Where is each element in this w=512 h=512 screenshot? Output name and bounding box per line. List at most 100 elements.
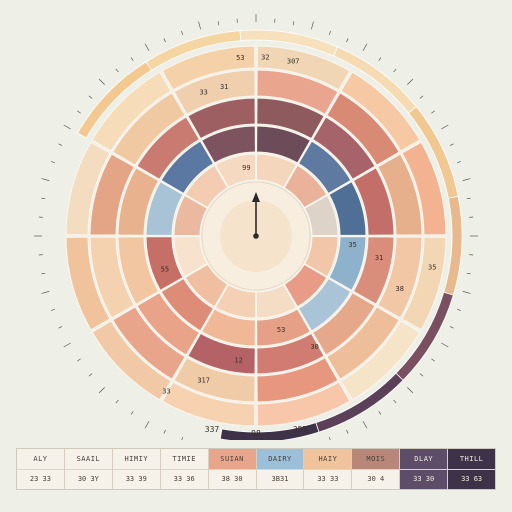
- ring-segment: [283, 263, 328, 308]
- legend-cell: ALY 23 33: [17, 449, 65, 489]
- legend-value: 33 36: [160, 469, 208, 489]
- scale-tick: [346, 38, 349, 43]
- ring-segment: [184, 263, 229, 308]
- scale-tick: [393, 68, 397, 73]
- ring-segment: [255, 284, 298, 319]
- legend-label: SUIAN: [208, 449, 256, 469]
- ring-segment: [283, 164, 328, 209]
- segment-label: 55: [161, 266, 169, 274]
- scale-tick: [115, 68, 119, 73]
- scale-tick: [378, 57, 382, 61]
- ring-segment: [311, 116, 376, 181]
- ring-segment: [297, 277, 352, 332]
- legend-cell: SUIAN 38 30: [208, 449, 257, 489]
- scale-tick: [181, 31, 184, 36]
- scale-tick: [130, 411, 134, 415]
- scale-tick: [51, 308, 56, 311]
- segment-label: 35: [348, 241, 356, 249]
- segment-label: 30: [310, 343, 318, 351]
- ring-segment: [112, 92, 186, 166]
- ring-segment: [200, 125, 256, 164]
- scale-tick: [88, 373, 93, 377]
- ring-segment: [256, 45, 351, 91]
- legend-cell: DAIRY 3B31: [256, 449, 305, 489]
- clock-hand-arrow: [252, 192, 260, 202]
- scale-tick: [181, 436, 184, 440]
- ring-segment: [256, 97, 325, 140]
- scale-tick: [98, 78, 105, 85]
- ring-segment: [187, 97, 256, 140]
- legend-label: SAAIL: [64, 449, 112, 469]
- scale-tick: [144, 43, 150, 51]
- scale-tick: [407, 387, 414, 394]
- legend-value: 33 63: [448, 469, 496, 489]
- scale-tick: [163, 429, 166, 434]
- scale-tick: [393, 399, 397, 404]
- scale-tick: [198, 21, 201, 30]
- segment-label: 38: [396, 285, 404, 293]
- legend-cell: HIMIY 33 39: [112, 449, 161, 489]
- legend-value: 23 33: [17, 469, 64, 489]
- scale-tick: [292, 21, 295, 26]
- legend-value: 30 4: [352, 469, 400, 489]
- ring-segment: [328, 236, 367, 292]
- segment-label: 317: [197, 376, 210, 384]
- scale-tick: [362, 421, 368, 429]
- scale-tick: [41, 272, 46, 275]
- ring-segment: [187, 332, 256, 375]
- ring-segment: [117, 167, 160, 236]
- segment-label: 33: [162, 388, 170, 396]
- ring-segment: [89, 236, 135, 319]
- ring-segment: [377, 236, 423, 319]
- segment-label: 31: [375, 254, 383, 262]
- ring-segment: [160, 140, 215, 195]
- ring-segment: [326, 92, 400, 166]
- ring-segment: [214, 153, 257, 188]
- ring-segment: [328, 180, 367, 236]
- scale-tick: [449, 326, 454, 329]
- scale-tick: [130, 57, 134, 61]
- ring-segment: [340, 71, 421, 152]
- outer-arc-segment: [219, 422, 320, 440]
- bottom-label-right: 357: [293, 425, 308, 434]
- scale-tick: [98, 387, 105, 394]
- scale-tick: [63, 124, 71, 130]
- ring-segment: [256, 125, 312, 164]
- ring-segment: [161, 381, 256, 427]
- ring-segment: [136, 116, 201, 181]
- ring-segment: [65, 141, 111, 236]
- legend-label: HIMIY: [112, 449, 160, 469]
- legend-label: DAIRY: [256, 449, 304, 469]
- ring-segment: [65, 236, 111, 331]
- scale-tick: [362, 43, 368, 51]
- ring-segment: [200, 308, 256, 347]
- ring-segment: [145, 236, 184, 292]
- ring-segment: [304, 235, 339, 278]
- segment-label: 53: [236, 54, 244, 62]
- scale-tick: [311, 21, 314, 30]
- scale-tick: [407, 78, 414, 85]
- scale-tick: [456, 308, 461, 311]
- segment-label: 33: [199, 89, 207, 97]
- radial-chart: 53 32 307 33 31 99 55 35 31 30 53 12 317 33 38 35 337 357…: [34, 14, 478, 440]
- legend-label: MOIS: [352, 449, 400, 469]
- scale-tick: [456, 161, 461, 164]
- scale-tick: [77, 110, 81, 114]
- ring-segment: [161, 45, 256, 91]
- scale-tick: [419, 95, 424, 99]
- scale-tick: [346, 429, 349, 434]
- ring-segment: [256, 357, 339, 403]
- bottom-label-bottom: 98: [251, 429, 261, 438]
- scale-tick: [51, 161, 56, 164]
- scale-tick: [449, 143, 454, 146]
- segment-label: 53: [277, 326, 285, 334]
- ring-segment: [173, 194, 208, 237]
- scale-tick: [466, 197, 471, 200]
- ring-segment: [145, 180, 184, 236]
- ring-segment: [255, 153, 298, 188]
- scale-tick: [88, 95, 93, 99]
- legend-label: ALY: [17, 449, 64, 469]
- legend-cell: SAAIL 30 3Y: [64, 449, 113, 489]
- ring-segment: [304, 194, 339, 237]
